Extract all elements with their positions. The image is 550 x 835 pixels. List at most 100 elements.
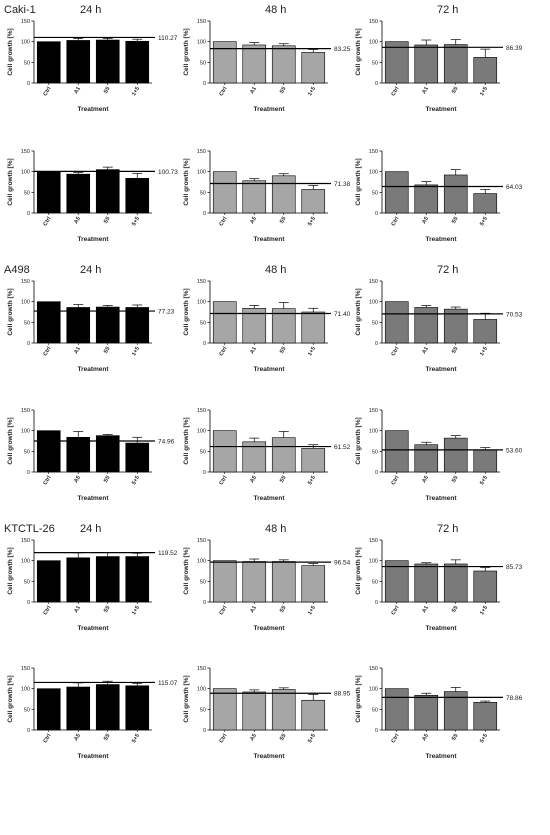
x-axis-title: Treatment bbox=[77, 106, 109, 113]
bar bbox=[271, 437, 296, 473]
category-label: Ctrl bbox=[43, 605, 53, 617]
x-axis-title: Treatment bbox=[77, 753, 109, 760]
reference-value-label: 96.54 bbox=[334, 560, 351, 567]
bar bbox=[301, 565, 326, 603]
bar bbox=[212, 560, 237, 603]
bar bbox=[66, 436, 91, 473]
category-label: 1+5 bbox=[307, 86, 317, 97]
category-label: Ctrl bbox=[43, 346, 53, 358]
reference-value-label: 85.73 bbox=[506, 564, 523, 571]
category-label: Ctrl bbox=[43, 86, 53, 98]
y-tick-label: 150 bbox=[197, 149, 206, 155]
bar bbox=[473, 702, 498, 731]
time-point-label: 24 h bbox=[80, 523, 101, 535]
panel-1-1: Caki-1 24 h 0 50 100 150 Cell growth [%] Ctrl A1… bbox=[4, 4, 178, 113]
category-label: S5 bbox=[103, 216, 112, 225]
y-tick-label: 50 bbox=[200, 579, 206, 585]
bar bbox=[443, 174, 468, 214]
category-label: S5 bbox=[451, 216, 460, 225]
time-point-label: 24 h bbox=[80, 264, 101, 276]
category-label: Ctrl bbox=[391, 216, 401, 228]
category-label: 5+5 bbox=[307, 475, 317, 486]
category-label: S5 bbox=[103, 346, 112, 355]
category-label: S5 bbox=[451, 475, 460, 484]
bar bbox=[443, 44, 468, 84]
y-tick-label: 150 bbox=[21, 279, 30, 285]
y-tick-label: 100 bbox=[369, 429, 378, 435]
reference-value-label: 100.73 bbox=[158, 169, 178, 176]
bar bbox=[301, 189, 326, 214]
panel-1-3: 72 h 0 50 100 150 Cell growth [%] Ctrl A1 S5 1+5 8… bbox=[355, 4, 523, 113]
category-label: A5 bbox=[421, 216, 430, 225]
x-axis-title: Treatment bbox=[77, 495, 109, 502]
y-tick-label: 150 bbox=[197, 19, 206, 25]
y-tick-label: 100 bbox=[21, 559, 30, 565]
category-label: A1 bbox=[249, 86, 258, 95]
y-tick-label: 100 bbox=[369, 687, 378, 693]
y-tick-label: 100 bbox=[21, 429, 30, 435]
y-axis-title: Cell growth [%] bbox=[355, 675, 362, 722]
reference-value-label: 78.86 bbox=[506, 695, 523, 702]
bar bbox=[271, 689, 296, 731]
category-label: Ctrl bbox=[219, 733, 229, 745]
bar bbox=[242, 44, 267, 84]
bar bbox=[212, 41, 237, 84]
y-tick-label: 150 bbox=[197, 408, 206, 414]
category-label: A1 bbox=[73, 346, 82, 355]
category-label: S5 bbox=[279, 346, 288, 355]
category-label: 1+5 bbox=[131, 86, 141, 97]
y-tick-label: 150 bbox=[197, 279, 206, 285]
y-tick-label: 0 bbox=[27, 728, 30, 734]
bar bbox=[301, 311, 326, 344]
category-label: Ctrl bbox=[391, 605, 401, 617]
bar bbox=[212, 171, 237, 214]
category-label: S5 bbox=[103, 475, 112, 484]
category-label: S5 bbox=[279, 733, 288, 742]
y-tick-label: 50 bbox=[200, 707, 206, 713]
y-tick-label: 50 bbox=[372, 320, 378, 326]
category-label: S5 bbox=[103, 733, 112, 742]
category-label: S5 bbox=[451, 86, 460, 95]
bar bbox=[414, 307, 439, 344]
bar bbox=[66, 557, 91, 603]
y-tick-label: 50 bbox=[372, 579, 378, 585]
reference-value-label: 61.52 bbox=[334, 444, 351, 451]
category-label: A5 bbox=[73, 733, 82, 742]
bar bbox=[66, 40, 91, 84]
cell-line-label: A498 bbox=[4, 264, 30, 276]
bar bbox=[125, 40, 150, 84]
y-tick-label: 100 bbox=[21, 170, 30, 176]
bar bbox=[36, 430, 61, 473]
reference-value-label: 64.03 bbox=[506, 184, 523, 191]
panel-4-1: 0 50 100 150 Cell growth [%] Ctrl A5 S5 5+5 74.96… bbox=[7, 408, 175, 502]
reference-value-label: 88.95 bbox=[334, 691, 351, 698]
bar bbox=[95, 169, 120, 214]
panel-3-1: A498 24 h 0 50 100 150 Cell growth [%] Ctrl A1 S5… bbox=[4, 264, 175, 373]
category-label: Ctrl bbox=[43, 733, 53, 745]
x-axis-title: Treatment bbox=[425, 495, 457, 502]
category-label: S5 bbox=[451, 605, 460, 614]
y-axis-title: Cell growth [%] bbox=[7, 417, 14, 464]
reference-value-label: 115.07 bbox=[158, 680, 178, 687]
category-label: S5 bbox=[451, 733, 460, 742]
y-tick-label: 150 bbox=[369, 666, 378, 672]
category-label: A1 bbox=[249, 346, 258, 355]
category-label: 5+5 bbox=[479, 475, 489, 486]
y-tick-label: 150 bbox=[369, 279, 378, 285]
y-tick-label: 50 bbox=[200, 190, 206, 196]
y-tick-label: 0 bbox=[203, 470, 206, 476]
y-tick-label: 100 bbox=[369, 300, 378, 306]
category-label: A5 bbox=[73, 216, 82, 225]
y-axis-title: Cell growth [%] bbox=[183, 547, 190, 594]
y-tick-label: 50 bbox=[24, 320, 30, 326]
y-axis-title: Cell growth [%] bbox=[183, 288, 190, 335]
y-tick-label: 100 bbox=[197, 687, 206, 693]
category-label: 1+5 bbox=[307, 346, 317, 357]
bar bbox=[384, 688, 409, 731]
bar bbox=[36, 688, 61, 731]
x-axis-title: Treatment bbox=[77, 366, 109, 373]
category-label: A5 bbox=[249, 475, 258, 484]
bar bbox=[125, 307, 150, 344]
category-label: 5+5 bbox=[479, 216, 489, 227]
bar bbox=[242, 561, 267, 603]
